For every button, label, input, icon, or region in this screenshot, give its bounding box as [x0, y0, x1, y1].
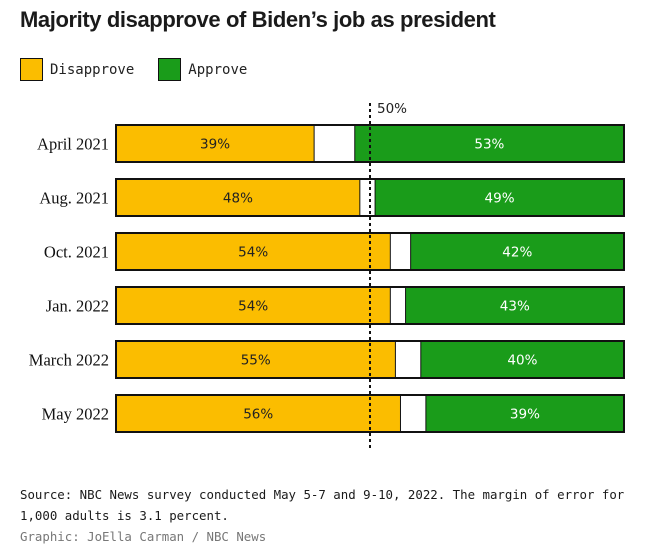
bar-approve: [425, 395, 624, 432]
value-label-approve: 53%: [474, 137, 504, 153]
bar-outline: [115, 394, 625, 433]
value-label-approve: 42%: [502, 245, 532, 261]
legend-item-disapprove: Disapprove: [20, 58, 134, 81]
category-label: May 2022: [42, 405, 109, 424]
bar-disapprove: [116, 125, 315, 162]
value-label-disapprove: 56%: [243, 407, 273, 423]
graphic-credit: Graphic: JoElla Carman / NBC News: [20, 529, 267, 544]
category-label: Jan. 2022: [46, 297, 109, 316]
value-label-approve: 40%: [507, 353, 537, 369]
stacked-bar-chart: April 2021 39% 53% Aug. 2021 48% 49% Oct. 2021…: [29, 101, 625, 449]
bar-outline: [115, 124, 625, 163]
legend-swatch-approve: [158, 58, 182, 81]
bar-approve: [405, 287, 624, 324]
legend-item-approve: Approve: [158, 58, 247, 81]
bar-approve: [410, 233, 624, 270]
category-label: Oct. 2021: [44, 243, 109, 262]
value-label-disapprove: 48%: [223, 191, 253, 207]
bar-disapprove: [116, 341, 396, 378]
legend-swatch-disapprove: [20, 58, 43, 81]
category-label: March 2022: [29, 351, 109, 370]
bar-approve: [375, 179, 624, 216]
category-label: April 2021: [37, 135, 109, 154]
category-label: Aug. 2021: [39, 189, 109, 208]
legend-label-approve: Approve: [188, 61, 248, 78]
bar-outline: [115, 232, 625, 271]
bar-disapprove: [116, 395, 401, 432]
bar-approve: [420, 341, 624, 378]
value-label-disapprove: 55%: [241, 353, 271, 369]
legend-label-disapprove: Disapprove: [50, 61, 135, 78]
value-label-disapprove: 39%: [200, 137, 230, 153]
bar-approve: [354, 125, 624, 162]
chart-footer: Source: NBC News survey conducted May 5-…: [20, 484, 640, 547]
value-label-approve: 43%: [500, 299, 530, 315]
source-note: Source: NBC News survey conducted May 5-…: [20, 487, 625, 523]
value-label-approve: 49%: [485, 191, 515, 207]
value-label-disapprove: 54%: [238, 299, 268, 315]
bar-disapprove: [116, 233, 391, 270]
bar-disapprove: [116, 179, 360, 216]
reference-line-label: 50%: [377, 101, 407, 117]
value-label-approve: 39%: [510, 407, 540, 423]
chart-title: Majority disapprove of Biden’s job as pr…: [20, 7, 496, 32]
legend: Disapprove Approve: [20, 58, 271, 81]
bar-outline: [115, 340, 625, 379]
bar-disapprove: [116, 287, 391, 324]
value-label-disapprove: 54%: [238, 245, 268, 261]
bar-outline: [115, 286, 625, 325]
bar-outline: [115, 178, 625, 217]
